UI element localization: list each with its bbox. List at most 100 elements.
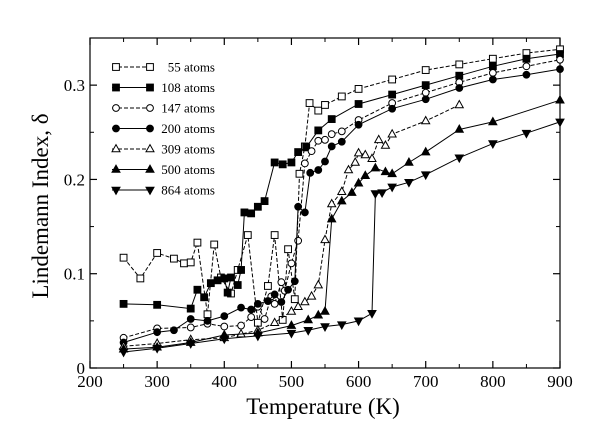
- data-point: [555, 118, 565, 128]
- legend-entry: 147 atoms: [112, 101, 215, 116]
- data-point: [170, 254, 178, 263]
- data-point: [488, 54, 497, 63]
- series-309-atoms: [118, 99, 465, 350]
- data-point: [420, 115, 431, 125]
- series-200-atoms: [119, 65, 564, 347]
- data-point: [367, 310, 377, 319]
- data-point: [264, 297, 272, 305]
- legend-marker: [146, 83, 154, 92]
- legend-marker: [112, 63, 120, 71]
- x-tick-label: 500: [279, 372, 305, 391]
- y-tick-label: 0.1: [64, 265, 85, 284]
- data-point: [314, 126, 323, 135]
- data-point: [286, 320, 297, 329]
- legend-label: 500 atoms: [161, 162, 215, 177]
- data-point: [277, 298, 286, 306]
- data-point: [353, 147, 364, 157]
- data-point: [270, 231, 279, 239]
- data-point: [488, 116, 498, 126]
- data-point: [313, 279, 324, 289]
- x-tick-label: 400: [212, 372, 238, 391]
- data-point: [388, 90, 397, 99]
- data-point: [253, 202, 262, 211]
- data-point: [354, 120, 363, 129]
- data-point: [454, 99, 465, 109]
- data-point: [153, 328, 162, 337]
- data-point: [260, 197, 269, 206]
- data-point: [327, 130, 336, 139]
- data-point: [373, 134, 384, 144]
- series-500-atoms: [118, 94, 565, 353]
- legend-marker: [111, 186, 121, 196]
- series-line: [123, 68, 561, 343]
- data-point: [336, 186, 347, 195]
- legend-label: 200 atoms: [161, 121, 215, 136]
- data-point: [353, 317, 364, 327]
- data-point: [321, 157, 329, 166]
- data-point: [233, 281, 242, 289]
- data-point: [313, 309, 324, 319]
- data-point: [360, 170, 371, 179]
- data-point: [306, 168, 315, 177]
- data-point: [303, 314, 314, 324]
- data-point: [253, 332, 263, 342]
- data-point: [306, 290, 317, 300]
- x-axis-title: Temperature (K): [246, 394, 400, 419]
- data-point: [277, 278, 286, 287]
- legend-entry: 309 atoms: [111, 142, 215, 157]
- legend-entry: 55 atoms: [112, 60, 215, 75]
- data-point: [327, 115, 336, 123]
- data-point: [294, 236, 303, 245]
- data-point: [264, 282, 272, 290]
- data-point: [270, 299, 279, 308]
- x-tick-label: 300: [144, 372, 170, 391]
- data-point: [186, 323, 195, 332]
- data-point: [455, 71, 464, 80]
- data-point: [284, 285, 292, 294]
- data-point: [219, 335, 230, 345]
- data-point: [293, 301, 303, 311]
- data-point: [370, 190, 381, 200]
- y-axis-title: Lindemann Index, δ: [28, 113, 53, 298]
- data-point: [343, 164, 354, 174]
- data-point: [247, 313, 256, 321]
- data-point: [488, 75, 497, 84]
- data-point: [421, 66, 430, 74]
- data-point: [119, 299, 128, 308]
- data-point: [152, 344, 162, 354]
- legend-marker: [145, 186, 155, 196]
- data-point: [220, 274, 229, 283]
- data-point: [119, 253, 128, 262]
- legend-label: 309 atoms: [161, 142, 215, 157]
- data-point: [320, 234, 330, 244]
- data-point: [300, 296, 310, 306]
- data-point: [294, 148, 303, 156]
- data-point: [307, 147, 316, 156]
- data-point: [380, 140, 391, 149]
- data-point: [420, 146, 431, 156]
- data-point: [380, 166, 391, 176]
- data-point: [287, 158, 296, 167]
- data-point: [193, 238, 202, 247]
- data-point: [193, 285, 202, 294]
- series-line: [123, 59, 561, 339]
- data-point: [302, 143, 311, 152]
- data-point: [185, 340, 196, 349]
- data-point: [284, 245, 292, 254]
- data-point: [305, 99, 314, 107]
- data-point: [270, 290, 279, 299]
- x-tick-label: 800: [480, 372, 506, 391]
- data-point: [210, 240, 219, 249]
- data-point: [387, 128, 397, 138]
- x-tick-label: 600: [346, 372, 372, 391]
- legend-marker: [112, 83, 120, 92]
- data-point: [320, 305, 330, 315]
- data-point: [237, 266, 245, 274]
- data-point: [260, 315, 269, 323]
- data-point: [247, 305, 256, 314]
- data-point: [213, 276, 222, 285]
- legend-label: 864 atoms: [161, 183, 215, 198]
- legend-marker: [146, 124, 154, 133]
- data-point: [220, 322, 229, 331]
